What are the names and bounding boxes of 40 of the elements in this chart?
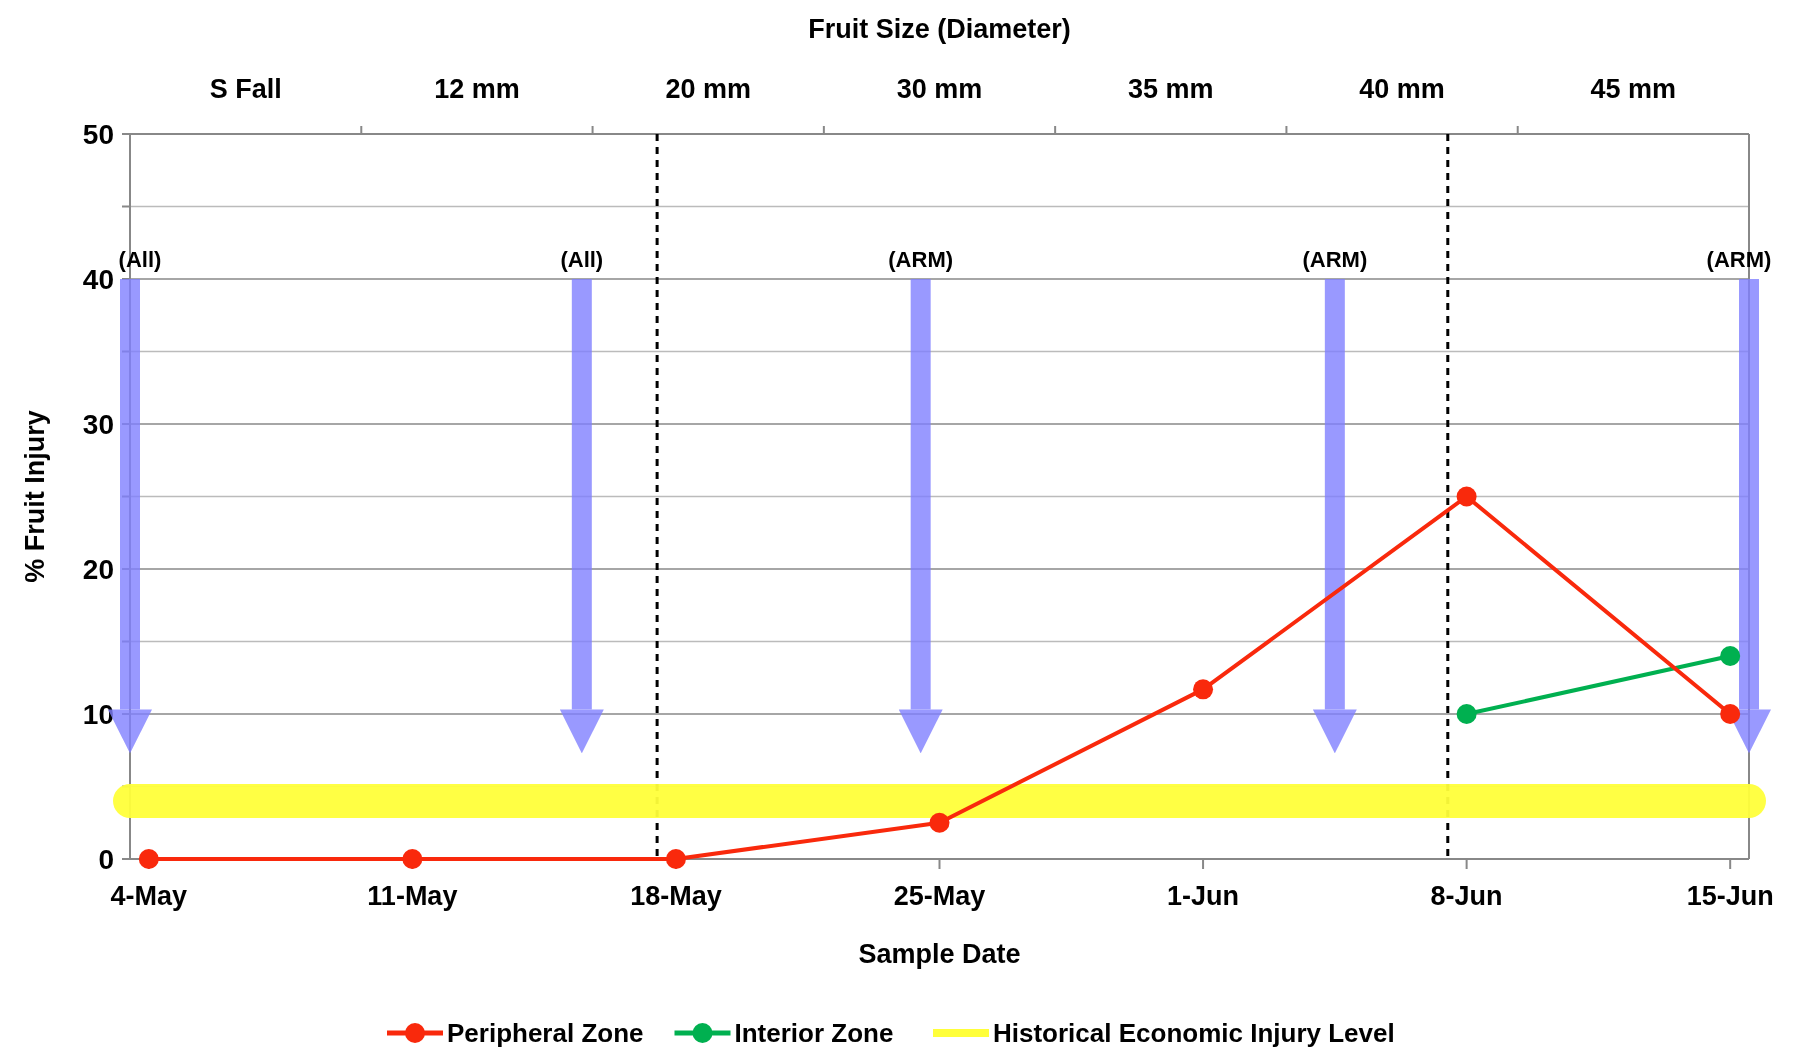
text: 20 mm bbox=[665, 74, 751, 104]
legend-label: Historical Economic Injury Level bbox=[993, 1018, 1395, 1048]
x-tick-label: 1-Jun bbox=[1167, 881, 1240, 911]
point bbox=[1720, 704, 1741, 724]
y-tick-label: 0 bbox=[98, 844, 114, 875]
legend-label: Interior Zone bbox=[734, 1018, 894, 1048]
point bbox=[1456, 704, 1477, 724]
y-tick-label: 30 bbox=[82, 409, 114, 440]
point bbox=[665, 849, 686, 869]
ref-line-label: (ARM) bbox=[1302, 247, 1368, 272]
point bbox=[1193, 679, 1214, 700]
x-tick-label: 8-Jun bbox=[1430, 881, 1503, 911]
ref-line-label: (All) bbox=[118, 247, 162, 272]
y-axis-title: % Fruit Injury bbox=[20, 410, 50, 583]
text: 35 mm bbox=[1128, 74, 1214, 104]
y-tick-label: 40 bbox=[82, 264, 114, 295]
x-tick-label: 15-Jun bbox=[1686, 881, 1774, 911]
x2-axis-title: Fruit Size (Diameter) bbox=[808, 14, 1071, 44]
text: 40 mm bbox=[1359, 74, 1445, 104]
legend-label: Peripheral Zone bbox=[447, 1018, 644, 1048]
point bbox=[1456, 486, 1477, 507]
x-tick-label: 25-May bbox=[893, 881, 986, 911]
point bbox=[138, 849, 159, 869]
x-axis-title: Sample Date bbox=[858, 939, 1021, 969]
text: 12 mm bbox=[434, 74, 520, 104]
text: 30 mm bbox=[896, 74, 983, 104]
x-tick-label: 18-May bbox=[630, 881, 722, 911]
ref-line-label: (ARM) bbox=[888, 247, 954, 272]
y-tick-label: 50 bbox=[82, 119, 114, 150]
text: S Fall bbox=[209, 74, 282, 104]
ref-line-label: (ARM) bbox=[1706, 247, 1772, 272]
ref-line-label: (All) bbox=[560, 247, 604, 272]
y-tick-label: 10 bbox=[82, 699, 114, 730]
x-tick-label: 4-May bbox=[110, 881, 188, 911]
point bbox=[1720, 646, 1741, 666]
point bbox=[929, 812, 950, 833]
y-tick-label: 20 bbox=[82, 554, 114, 585]
text: 45 mm bbox=[1590, 74, 1677, 104]
x-tick-label: 11-May bbox=[367, 881, 458, 911]
point bbox=[402, 849, 423, 869]
